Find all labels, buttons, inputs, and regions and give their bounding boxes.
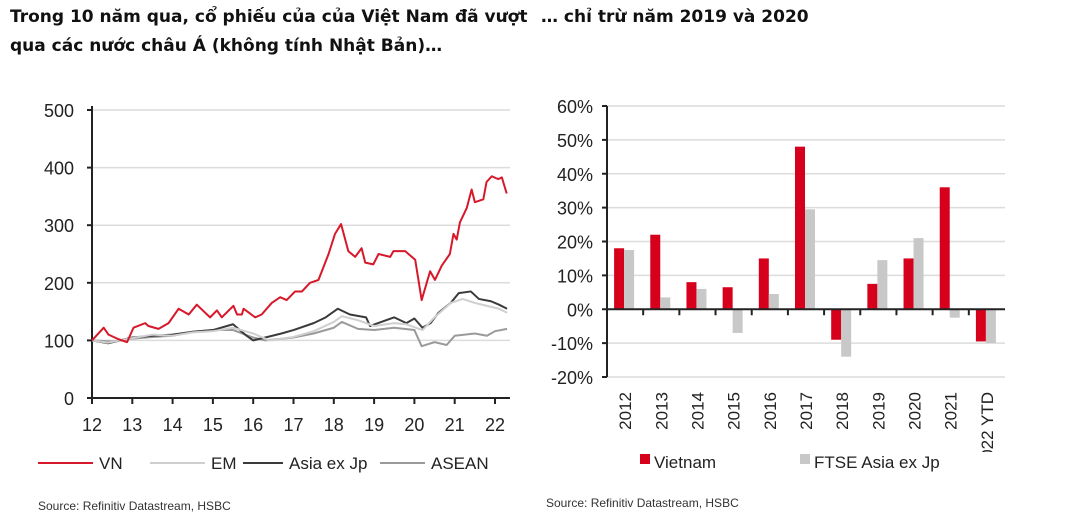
x-tick-label: 21 [445, 415, 465, 435]
legend-label: VN [99, 454, 123, 473]
y-tick-label: 0% [567, 300, 593, 320]
right-chart-title: … chỉ trừ năm 2019 và 2020 [541, 7, 809, 27]
bar-vietnam-2018 [831, 309, 842, 340]
bar-ftse-asia-ex-jp-2021 [949, 309, 960, 318]
bar-ftse-asia-ex-jp-2012 [624, 249, 635, 310]
bar-vietnam-2020 [903, 258, 914, 310]
y-tick-label: 100 [44, 331, 74, 351]
y-tick-label: 200 [44, 274, 74, 294]
x-tick-label: 2017 [797, 392, 816, 430]
legend-label: Vietnam [654, 453, 716, 472]
bar-ftse-asia-ex-jp-2020 [913, 238, 924, 310]
y-tick-label: 300 [44, 216, 74, 236]
bar-ftse-asia-ex-jp-2014 [696, 288, 707, 310]
bar-ftse-asia-ex-jp-2016 [768, 294, 779, 310]
y-tick-label: 20% [557, 233, 593, 253]
x-tick-label: 2016 [761, 392, 780, 430]
bar-vietnam-2015 [722, 287, 733, 310]
bar-vietnam-2022-YTD [975, 309, 986, 342]
right-source: Source: Refinitiv Datastream, HSBC [546, 496, 739, 510]
bar-vietnam-2012 [614, 248, 625, 310]
x-tick-label: 2014 [688, 392, 707, 430]
bar-ftse-asia-ex-jp-2018 [841, 309, 852, 357]
y-tick-label: 40% [557, 165, 593, 185]
bar-vietnam-2014 [686, 282, 697, 310]
left-source: Source: Refinitiv Datastream, HSBC [38, 499, 231, 513]
legend-swatch [800, 454, 810, 464]
series-line-em [91, 297, 508, 344]
bar-vietnam-2017 [795, 146, 805, 310]
x-tick-label: 14 [163, 415, 183, 435]
x-tick-label: 17 [283, 415, 303, 435]
bar-vietnam-2013 [650, 234, 661, 310]
left-chart-title: Trong 10 năm qua, cổ phiếu của của Việt … [10, 7, 528, 56]
x-tick-label: 19 [364, 415, 384, 435]
x-tick-label: 20 [404, 415, 424, 435]
x-tick-label: 2015 [725, 392, 744, 430]
x-tick-label: 2013 [652, 392, 671, 430]
legend-label: Asia ex Jp [289, 454, 367, 473]
x-tick-label: 2022 YTD [978, 392, 997, 468]
legend-label: EM [211, 454, 237, 473]
y-tick-label: 60% [557, 97, 593, 117]
y-tick-label: -10% [551, 334, 593, 354]
x-tick-label: 2012 [616, 392, 635, 430]
x-tick-label: 22 [485, 415, 505, 435]
y-tick-label: 10% [557, 266, 593, 286]
bar-ftse-asia-ex-jp-2013 [660, 297, 671, 310]
y-tick-label: 50% [557, 131, 593, 151]
y-tick-label: 30% [557, 199, 593, 219]
x-tick-label: 16 [243, 415, 263, 435]
legend-label: FTSE Asia ex Jp [814, 453, 940, 472]
legend-label: ASEAN [431, 454, 489, 473]
bar-vietnam-2019 [867, 283, 878, 310]
y-tick-label: 0 [64, 389, 74, 409]
bar-ftse-asia-ex-jp-2015 [732, 309, 743, 333]
y-tick-label: 500 [44, 101, 74, 121]
x-tick-label: 2020 [906, 392, 925, 430]
bar-vietnam-2021 [939, 187, 950, 310]
x-tick-label: 12 [82, 415, 102, 435]
bar-vietnam-2016 [758, 258, 769, 310]
y-tick-label: 400 [44, 159, 74, 179]
legend-swatch [640, 454, 650, 464]
x-tick-label: 15 [203, 415, 223, 435]
bar-ftse-asia-ex-jp-2019 [877, 260, 888, 310]
bar-ftse-asia-ex-jp-2017 [805, 209, 815, 310]
y-tick-label: -20% [551, 368, 593, 388]
x-tick-label: 2021 [942, 392, 961, 430]
x-tick-label: 13 [122, 415, 142, 435]
series-line-vn [91, 175, 508, 344]
x-tick-label: 2019 [869, 392, 888, 430]
x-tick-label: 18 [324, 415, 344, 435]
bar-ftse-asia-ex-jp-2022-YTD [985, 309, 996, 344]
x-tick-label: 2018 [833, 392, 852, 430]
